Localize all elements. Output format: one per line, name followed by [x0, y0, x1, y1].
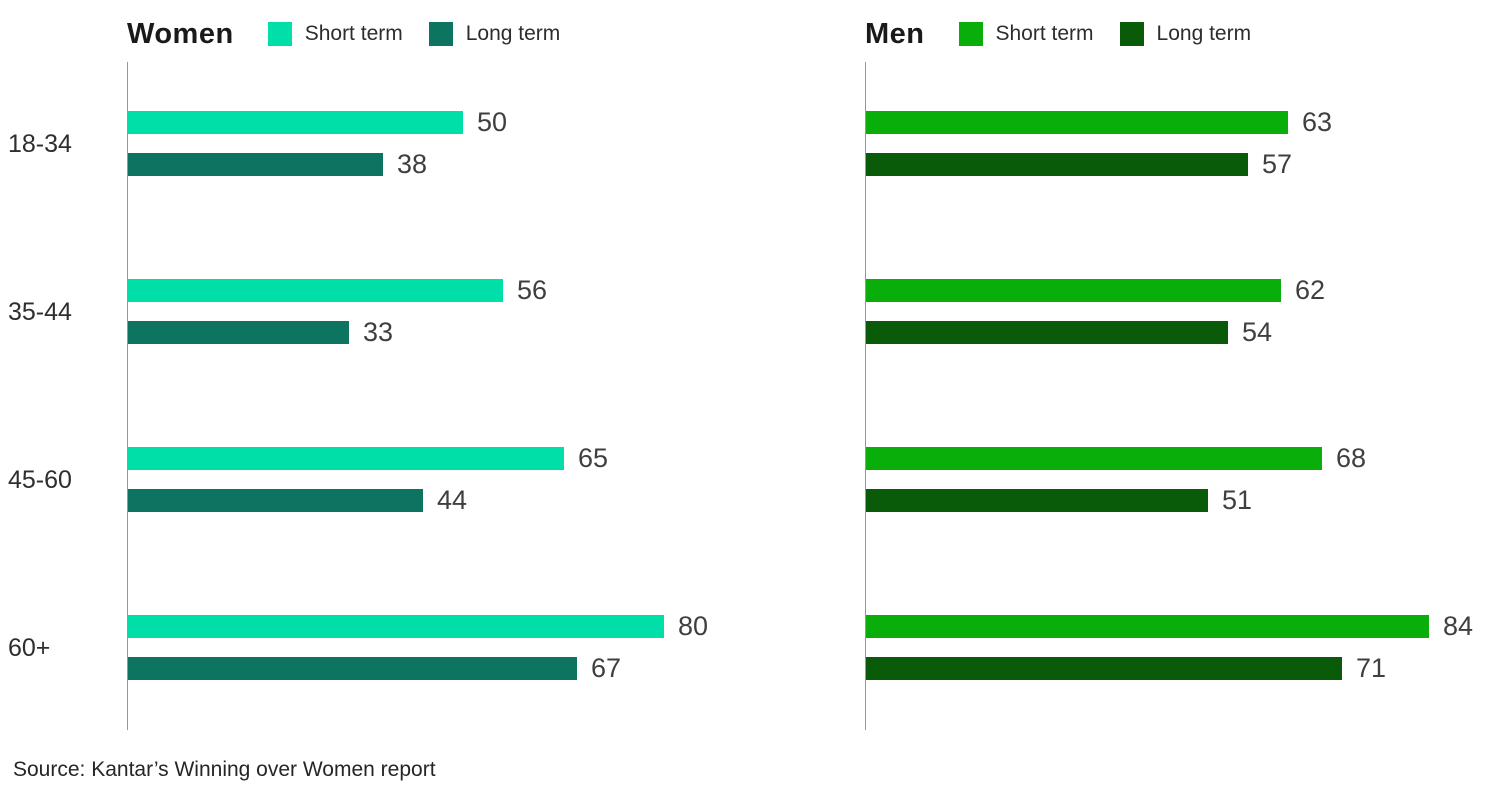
category-label: 18-34	[8, 129, 72, 158]
bar-long-term	[866, 489, 1208, 512]
bar-short-term	[866, 615, 1429, 638]
bar-row: 56	[128, 275, 548, 305]
panel-women-title: Women	[127, 17, 234, 50]
bar-row: 62	[866, 275, 1326, 305]
legend-item-short-term: Short term	[958, 22, 1094, 46]
bar-row: 38	[128, 149, 428, 179]
bar-value-label: 54	[1242, 317, 1273, 347]
legend-swatch-short-term	[267, 22, 292, 46]
panel-men: Men Short term Long term 63 57 62 54 68 51 84 7…	[865, 0, 1500, 745]
category-label: 45-60	[8, 465, 72, 494]
legend-label-short-term: Short term	[995, 22, 1094, 45]
bar-value-label: 33	[363, 317, 394, 347]
plot-men: 63 57 62 54 68 51 84 71	[865, 62, 1500, 730]
bar-value-label: 38	[397, 149, 428, 179]
bar-row: 44	[128, 485, 468, 515]
bar-row: 51	[866, 485, 1253, 515]
bar-row: 71	[866, 653, 1387, 683]
bar-value-label: 51	[1222, 485, 1253, 515]
bar-value-label: 56	[517, 275, 548, 305]
panel-men-legend: Short term Long term	[958, 22, 1252, 46]
bar-row: 54	[866, 317, 1273, 347]
bar-short-term	[128, 111, 463, 134]
bar-row: 67	[128, 653, 622, 683]
source-note: Source: Kantar’s Winning over Women repo…	[13, 758, 436, 781]
bar-short-term	[866, 111, 1288, 134]
legend-item-long-term: Long term	[428, 22, 561, 46]
bar-long-term	[128, 657, 577, 680]
bar-value-label: 44	[437, 485, 468, 515]
bar-value-label: 68	[1336, 443, 1367, 473]
legend-item-long-term: Long term	[1119, 22, 1252, 46]
legend-label-long-term: Long term	[465, 22, 561, 45]
bar-row: 84	[866, 611, 1474, 641]
panel-men-header: Men Short term Long term	[865, 14, 1251, 54]
bar-long-term	[866, 321, 1228, 344]
bar-row: 68	[866, 443, 1367, 473]
panel-women: Women Short term Long term 50 38 56 33 65 44 8…	[127, 0, 840, 745]
legend-swatch-long-term	[1119, 22, 1144, 46]
bar-short-term	[128, 615, 664, 638]
panel-women-legend: Short term Long term	[267, 22, 561, 46]
bar-short-term	[128, 279, 503, 302]
bar-value-label: 84	[1443, 611, 1474, 641]
bar-long-term	[128, 153, 383, 176]
bar-row: 80	[128, 611, 709, 641]
bar-short-term	[866, 279, 1281, 302]
bar-row: 65	[128, 443, 609, 473]
bar-value-label: 80	[678, 611, 709, 641]
legend-swatch-short-term	[958, 22, 983, 46]
plot-women: 50 38 56 33 65 44 80 67	[127, 62, 840, 730]
category-label: 35-44	[8, 297, 72, 326]
bar-long-term	[866, 153, 1248, 176]
bar-row: 63	[866, 107, 1333, 137]
bar-short-term	[866, 447, 1322, 470]
legend-swatch-long-term	[428, 22, 453, 46]
legend-item-short-term: Short term	[267, 22, 403, 46]
bar-long-term	[128, 489, 423, 512]
bar-short-term	[128, 447, 564, 470]
bar-row: 33	[128, 317, 394, 347]
bar-row: 57	[866, 149, 1293, 179]
bar-value-label: 57	[1262, 149, 1293, 179]
bar-value-label: 71	[1356, 653, 1387, 683]
category-label: 60+	[8, 633, 51, 662]
bar-value-label: 65	[578, 443, 609, 473]
panel-men-title: Men	[865, 17, 925, 50]
bar-value-label: 67	[591, 653, 622, 683]
bar-value-label: 50	[477, 107, 508, 137]
bar-value-label: 62	[1295, 275, 1326, 305]
legend-label-long-term: Long term	[1156, 22, 1252, 45]
bar-long-term	[128, 321, 349, 344]
panel-women-header: Women Short term Long term	[127, 14, 560, 54]
bar-row: 50	[128, 107, 508, 137]
bar-long-term	[866, 657, 1342, 680]
legend-label-short-term: Short term	[304, 22, 403, 45]
bar-value-label: 63	[1302, 107, 1333, 137]
